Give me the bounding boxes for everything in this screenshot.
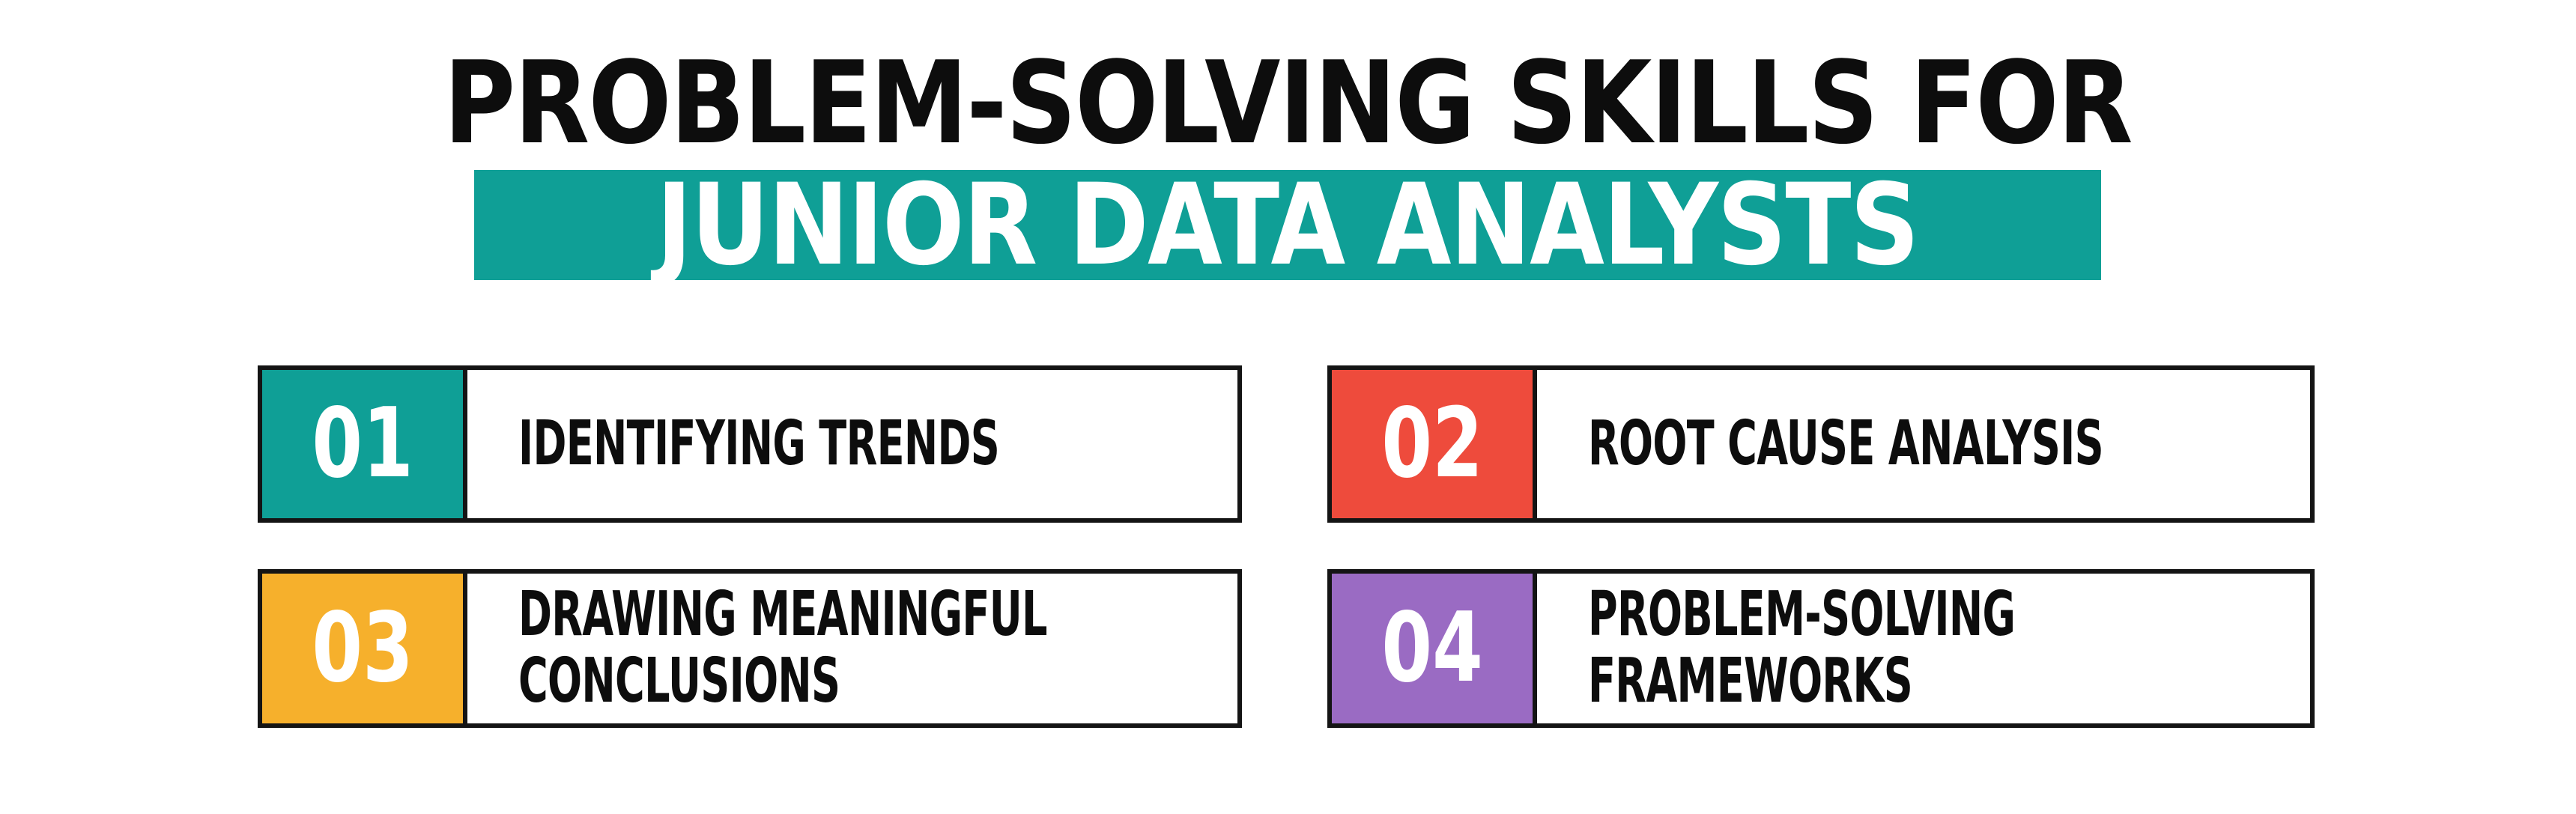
skills-grid: 01 IDENTIFYING TRENDS 02 ROOT CAUSE ANAL… (258, 365, 2315, 728)
card-label-03: DRAWING MEANINGFUL CONCLUSIONS (518, 579, 1047, 717)
card-number-04: 04 (1381, 592, 1483, 704)
card-label-02: ROOT CAUSE ANALYSIS (1588, 407, 2104, 479)
skill-card-04: 04 PROBLEM-SOLVING FRAMEWORKS (1327, 569, 2315, 728)
card-label-01: IDENTIFYING TRENDS (518, 407, 1000, 479)
title-banner: JUNIOR DATA ANALYSTS (474, 160, 2101, 291)
card-number-badge-02: 02 (1332, 370, 1537, 518)
skill-card-02: 02 ROOT CAUSE ANALYSIS (1327, 365, 2315, 523)
skill-card-01: 01 IDENTIFYING TRENDS (258, 365, 1242, 523)
card-number-03: 03 (312, 592, 413, 704)
card-number-badge-03: 03 (262, 574, 467, 723)
card-label-wrap-03: DRAWING MEANINGFUL CONCLUSIONS (467, 574, 1417, 723)
card-number-02: 02 (1381, 388, 1483, 499)
card-number-badge-01: 01 (262, 370, 467, 518)
page-title-text: PROBLEM-SOLVING SKILLS FOR (443, 37, 2133, 169)
page-title: PROBLEM-SOLVING SKILLS FOR (0, 43, 2576, 163)
card-label-04: PROBLEM-SOLVING FRAMEWORKS (1588, 579, 2016, 717)
title-banner-text: JUNIOR DATA ANALYSTS (656, 160, 1921, 291)
card-label-wrap-04: PROBLEM-SOLVING FRAMEWORKS (1537, 574, 2487, 723)
card-number-01: 01 (312, 388, 413, 499)
card-number-badge-04: 04 (1332, 574, 1537, 723)
card-label-wrap-01: IDENTIFYING TRENDS (467, 370, 1417, 518)
skill-card-03: 03 DRAWING MEANINGFUL CONCLUSIONS (258, 569, 1242, 728)
card-label-wrap-02: ROOT CAUSE ANALYSIS (1537, 370, 2487, 518)
